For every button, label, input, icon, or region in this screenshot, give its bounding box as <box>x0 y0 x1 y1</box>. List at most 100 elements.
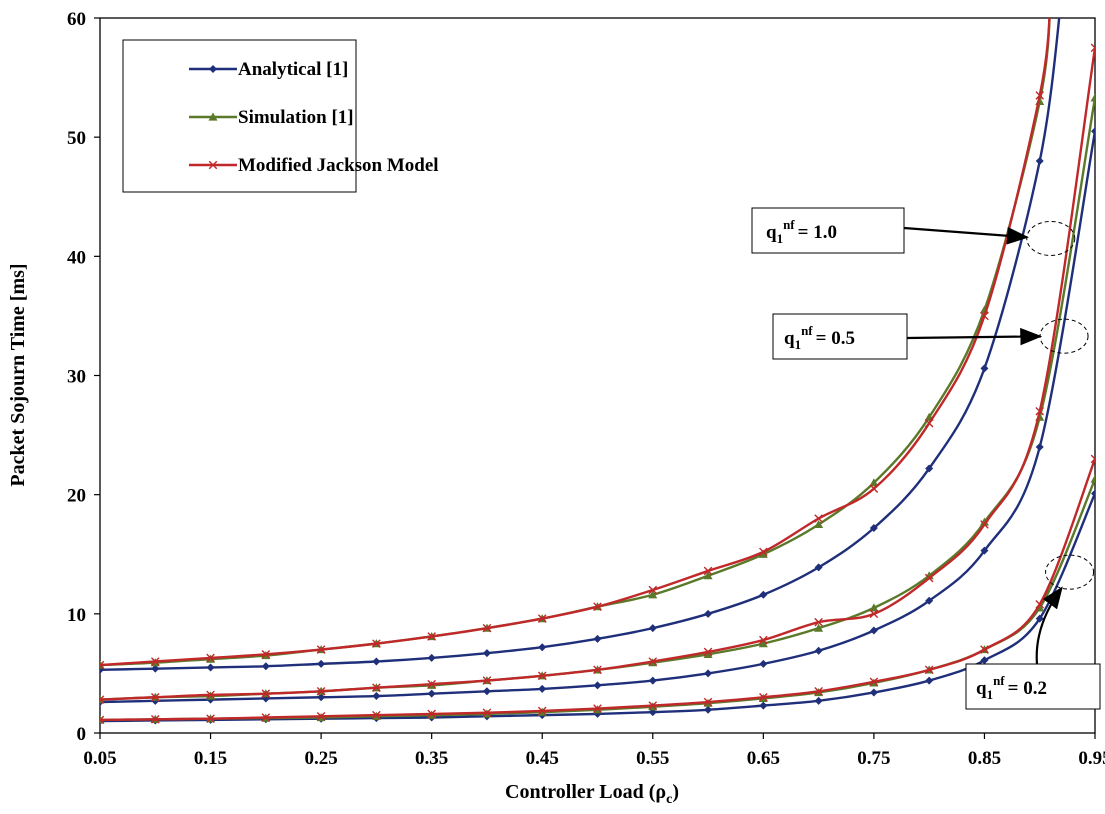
data-point-diamond <box>759 590 768 599</box>
data-point-x <box>1090 454 1095 464</box>
data-point-diamond <box>206 663 215 672</box>
annotation-arrow <box>1035 586 1063 665</box>
x-tick-label: 0.45 <box>526 748 559 769</box>
legend-item-1: Simulation [1] <box>189 107 354 128</box>
legend-label: Modified Jackson Model <box>238 155 439 176</box>
annotation-arrow <box>906 327 1043 346</box>
series-modified-jackson-model-2 <box>100 18 1051 670</box>
data-point-x <box>1035 406 1045 416</box>
data-point-x <box>814 514 823 523</box>
annotation-q1nf-2-value: = 0.5 <box>816 328 855 349</box>
data-point-triangle <box>814 519 824 529</box>
data-point-diamond <box>538 684 547 693</box>
y-tick-label: 0 <box>77 724 87 745</box>
annotation-q1nf-3-value: = 0.2 <box>1008 678 1047 699</box>
series-modified-jackson-model-8 <box>100 454 1095 725</box>
data-point-x <box>980 645 989 654</box>
data-point-x <box>924 665 934 675</box>
x-tick-label: 0.55 <box>636 748 669 769</box>
data-point-diamond <box>317 659 326 668</box>
annotation-q1nf-3-sup: nf <box>993 673 1005 688</box>
data-point-diamond <box>869 524 878 533</box>
data-point-triangle <box>869 478 879 487</box>
data-point-x <box>814 686 823 696</box>
series-analytical-1--0 <box>100 18 1061 674</box>
data-point-x <box>261 650 271 659</box>
data-point-diamond <box>427 689 436 698</box>
data-point-x <box>316 645 326 654</box>
data-point-diamond <box>704 609 713 618</box>
annotation-q1nf-2-box <box>772 313 908 360</box>
svg-text:q1nf= 0.2: q1nf = 0.2 <box>976 673 1047 702</box>
data-point-diamond <box>482 649 491 658</box>
data-point-x <box>427 632 436 641</box>
x-tick-label: 0.05 <box>83 748 116 769</box>
y-axis-title: Packet Sojourn Time [ms] <box>7 263 29 486</box>
data-point-x <box>703 647 713 657</box>
data-point-diamond <box>427 653 436 662</box>
data-point-x <box>1035 600 1045 609</box>
data-point-x <box>1090 43 1095 53</box>
series-analytical-1--3 <box>100 127 1095 707</box>
data-point-diamond <box>1035 157 1044 165</box>
data-point-x <box>869 484 879 494</box>
data-point-x <box>537 614 547 623</box>
data-point-x <box>482 708 492 718</box>
x-axis-title: Controller Load (ρc) <box>505 781 679 807</box>
data-point-diamond <box>593 634 602 643</box>
data-point-diamond <box>869 626 878 635</box>
data-point-diamond <box>593 681 602 690</box>
x-tick-label: 0.85 <box>968 748 1001 769</box>
data-point-x <box>208 160 218 170</box>
data-point-x <box>261 713 271 722</box>
y-tick-label: 50 <box>67 128 86 149</box>
data-point-diamond <box>648 676 657 685</box>
data-point-x <box>703 697 713 707</box>
data-point-x <box>316 686 326 696</box>
data-point-triangle <box>208 112 218 121</box>
data-point-diamond <box>372 692 381 701</box>
annotation-q1nf-3: q1nf = 0.2 <box>965 663 1101 710</box>
data-point-diamond <box>925 676 934 685</box>
data-point-triangle <box>979 517 989 526</box>
legend-item-2: Modified Jackson Model <box>189 155 439 176</box>
data-point-x <box>150 657 160 666</box>
data-point-diamond <box>1091 489 1095 498</box>
data-point-diamond <box>869 688 878 697</box>
annotation-q1nf-3-box <box>965 663 1101 710</box>
data-point-diamond <box>538 643 547 652</box>
x-tick-label: 0.25 <box>304 748 337 769</box>
legend-item-0: Analytical [1] <box>189 59 348 80</box>
data-point-diamond <box>704 705 713 714</box>
annotations: q1nf = 1.0 q1nf = 0.5 q1nf = 0.2 <box>751 207 1101 710</box>
annotation-q1nf-1-prefix: q <box>766 222 777 243</box>
x-tick-label: 0.75 <box>857 748 890 769</box>
legend-label: Analytical [1] <box>238 59 348 80</box>
data-point-x <box>372 683 381 693</box>
y-tick-label: 10 <box>67 605 86 626</box>
annotation-q1nf-3-sub: 1 <box>987 687 994 702</box>
data-point-x <box>759 635 768 645</box>
x-tick-label: 0.65 <box>747 748 780 769</box>
axis-ticks: 0.05 0.15 0.25 0.35 0.45 0.55 0.65 0.75 0.85 0.95… <box>67 9 1105 769</box>
data-point-diamond <box>759 701 768 710</box>
data-point-diamond <box>482 687 491 696</box>
y-tick-label: 40 <box>67 247 86 268</box>
data-point-x <box>593 602 602 611</box>
annotation-q1nf-2: q1nf = 0.5 <box>772 313 908 360</box>
data-point-x <box>924 573 934 583</box>
data-point-x <box>593 665 602 675</box>
svg-text:q1nf= 0.5: q1nf = 0.5 <box>784 323 855 352</box>
data-point-diamond <box>151 664 160 673</box>
data-point-x <box>206 714 215 723</box>
data-point-x <box>537 706 547 716</box>
data-point-x <box>593 704 602 713</box>
data-point-diamond <box>317 693 326 702</box>
annotation-q1nf-2-sup: nf <box>801 323 813 338</box>
legend-label: Simulation [1] <box>238 107 354 128</box>
data-point-diamond <box>1035 614 1044 623</box>
data-point-x <box>150 692 160 702</box>
series-modified-jackson-model-5 <box>100 43 1095 704</box>
data-point-x <box>980 520 989 529</box>
data-point-x <box>206 653 215 663</box>
